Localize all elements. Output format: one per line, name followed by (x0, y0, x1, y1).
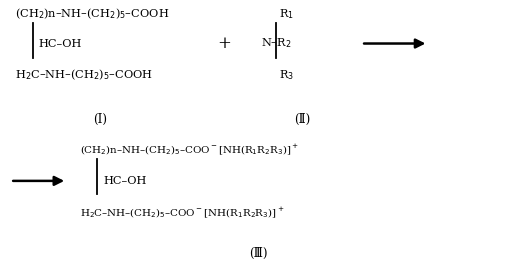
Text: (CH$_2$)n–NH–(CH$_2$)$_5$–COOH: (CH$_2$)n–NH–(CH$_2$)$_5$–COOH (15, 6, 170, 21)
Text: (Ⅱ): (Ⅱ) (294, 113, 310, 126)
Text: H$_2$C–NH–(CH$_2$)$_5$–COO$^-$[NH(R$_1$R$_2$R$_3$)]$^+$: H$_2$C–NH–(CH$_2$)$_5$–COO$^-$[NH(R$_1$R… (80, 205, 284, 220)
Text: R$_3$: R$_3$ (279, 68, 294, 82)
Text: HC–OH: HC–OH (39, 39, 82, 48)
Text: +: + (218, 35, 231, 52)
Text: H$_2$C–NH–(CH$_2$)$_5$–COOH: H$_2$C–NH–(CH$_2$)$_5$–COOH (15, 67, 154, 82)
Text: (CH$_2$)n–NH–(CH$_2$)$_5$–COO$^-$[NH(R$_1$R$_2$R$_3$)]$^+$: (CH$_2$)n–NH–(CH$_2$)$_5$–COO$^-$[NH(R$_… (80, 142, 299, 157)
Text: HC–OH: HC–OH (103, 176, 147, 186)
Text: (Ⅰ): (Ⅰ) (93, 113, 108, 126)
Text: N–R$_2$: N–R$_2$ (261, 37, 291, 50)
Text: R$_1$: R$_1$ (279, 7, 294, 20)
Text: (Ⅲ): (Ⅲ) (249, 246, 267, 259)
